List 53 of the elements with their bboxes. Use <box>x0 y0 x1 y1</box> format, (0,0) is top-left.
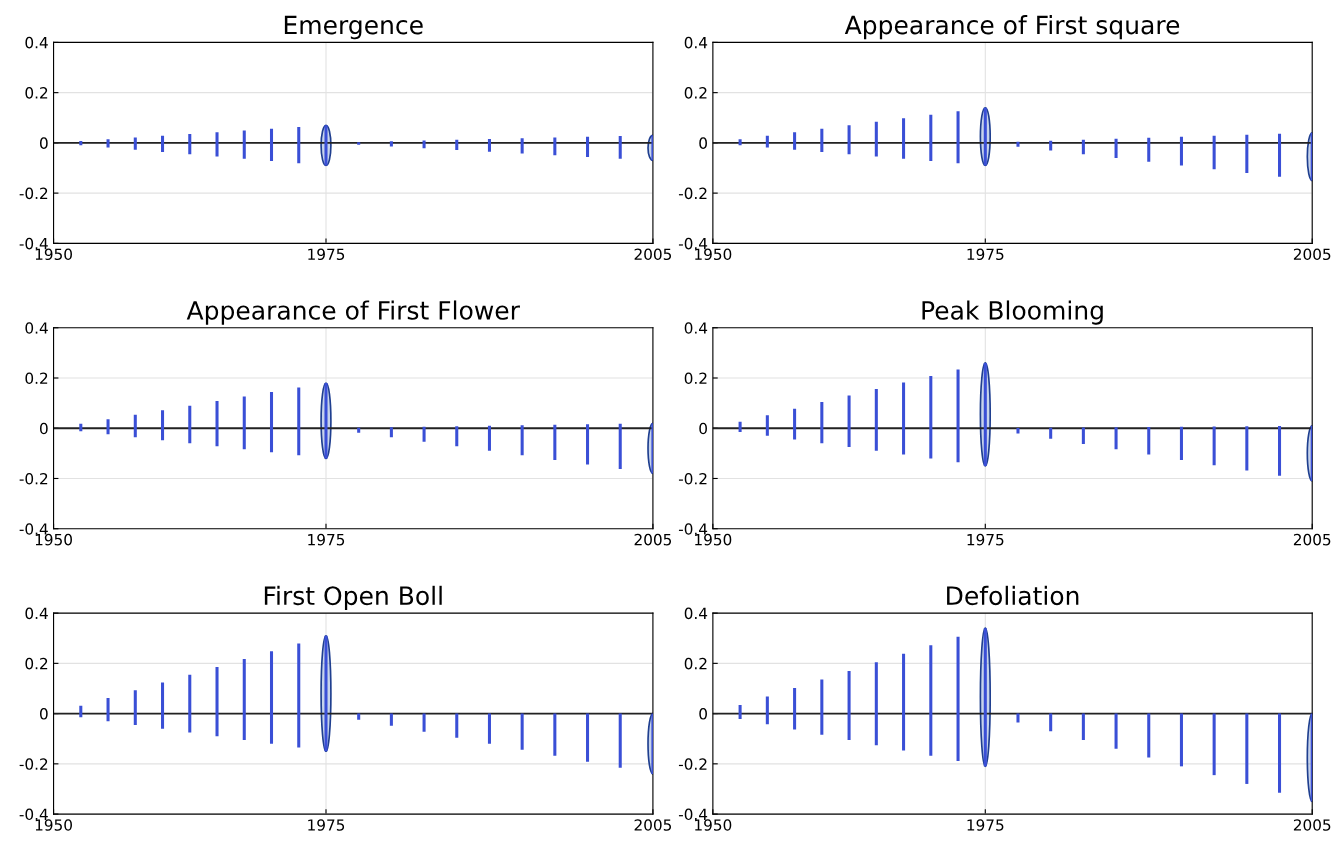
y-tick-label: 0 <box>699 137 707 149</box>
x-tick-label: 1975 <box>967 819 1004 831</box>
chart-title: Appearance of First Flower <box>186 300 520 325</box>
x-tick-label: 1950 <box>35 533 72 546</box>
chart-title: Emergence <box>284 15 423 40</box>
y-tick-label: 0.4 <box>684 322 708 334</box>
chart-title: First Open Boll <box>264 585 442 610</box>
chart-title: Defoliation <box>947 585 1079 606</box>
y-tick-label: 0.4 <box>25 322 48 334</box>
y-tick-label: 0.4 <box>684 36 708 49</box>
y-tick-label: 0.4 <box>25 607 48 620</box>
x-tick-label: 2005 <box>1293 248 1331 261</box>
y-tick-label: 0 <box>39 708 48 720</box>
y-tick-label: -0.4 <box>678 523 708 535</box>
x-tick-label: 2005 <box>634 248 672 261</box>
y-tick-label: -0.4 <box>678 237 708 250</box>
y-tick-label: 0.2 <box>25 372 48 385</box>
x-tick-label: 2005 <box>1293 533 1331 546</box>
y-tick-label: -0.2 <box>19 187 48 200</box>
y-tick-label: 0.2 <box>684 372 707 385</box>
y-tick-label: 0.4 <box>684 607 708 620</box>
x-tick-label: 1950 <box>695 819 732 831</box>
y-tick-label: -0.4 <box>19 808 48 821</box>
chart-title: Appearance of First square <box>844 15 1180 40</box>
y-tick-label: -0.2 <box>19 758 48 770</box>
y-tick-label: 0 <box>699 422 707 435</box>
x-tick-label: 1975 <box>308 819 345 831</box>
y-tick-label: -0.2 <box>678 187 707 200</box>
x-tick-label: 1975 <box>308 533 345 546</box>
y-tick-label: -0.2 <box>19 472 48 485</box>
y-tick-label: 0.4 <box>25 36 48 49</box>
x-tick-label: 2005 <box>1293 819 1331 831</box>
y-tick-label: 0 <box>39 137 48 149</box>
x-tick-label: 1950 <box>695 248 732 261</box>
x-tick-label: 2005 <box>634 533 672 546</box>
chart-title: Peak Blooming <box>922 300 1103 325</box>
x-tick-label: 1975 <box>308 248 345 261</box>
y-tick-label: -0.2 <box>678 758 707 770</box>
y-tick-label: 0.2 <box>25 657 48 670</box>
x-tick-label: 1975 <box>967 533 1004 546</box>
x-tick-label: 1975 <box>967 248 1004 261</box>
x-tick-label: 1950 <box>35 819 72 831</box>
x-tick-label: 2005 <box>634 819 672 831</box>
x-tick-label: 1950 <box>35 248 72 261</box>
y-tick-label: 0.2 <box>25 87 48 99</box>
y-tick-label: -0.4 <box>19 237 48 250</box>
y-tick-label: -0.2 <box>678 472 707 485</box>
y-tick-label: 0 <box>699 708 707 720</box>
x-tick-label: 1950 <box>695 533 732 546</box>
y-tick-label: 0.2 <box>684 87 707 99</box>
y-tick-label: 0 <box>39 422 48 435</box>
y-tick-label: -0.4 <box>19 523 48 535</box>
y-tick-label: 0.2 <box>684 657 707 670</box>
